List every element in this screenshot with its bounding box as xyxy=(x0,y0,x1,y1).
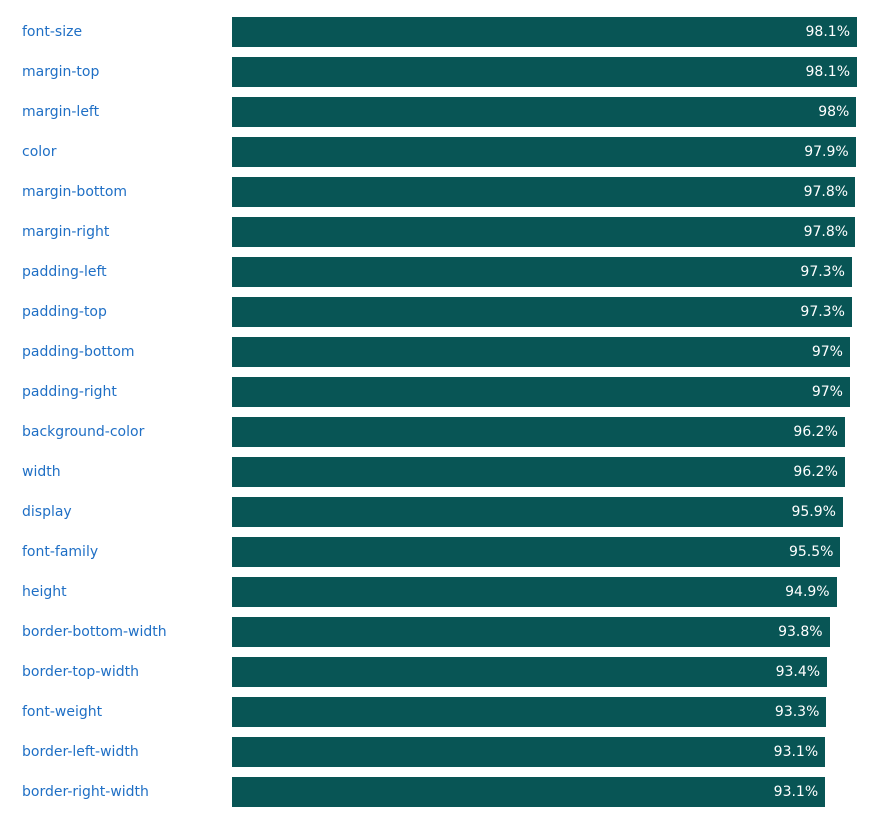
category-label[interactable]: border-bottom-width xyxy=(22,624,167,640)
bar: 97.8% xyxy=(232,217,856,247)
data-label: 98.1% xyxy=(805,64,850,80)
category-label[interactable]: width xyxy=(22,464,61,480)
data-label: 98% xyxy=(818,104,850,120)
category-label[interactable]: background-color xyxy=(22,424,145,440)
data-label: 95.5% xyxy=(788,544,834,560)
category-label[interactable]: margin-bottom xyxy=(22,184,128,200)
bar-row: margin-bottom 97.8% xyxy=(0,177,879,207)
bar-row: font-family 95.5% xyxy=(0,537,879,567)
bar-row: margin-left 98% xyxy=(0,97,879,127)
data-label: 97% xyxy=(811,384,843,400)
data-label: 97.8% xyxy=(803,224,849,240)
bar: 93.3% xyxy=(232,697,827,727)
category-label[interactable]: margin-left xyxy=(22,104,100,120)
bar-row: color 97.9% xyxy=(0,137,879,167)
category-label[interactable]: border-left-width xyxy=(22,744,139,760)
data-label: 98.1% xyxy=(805,24,850,40)
bar: 97% xyxy=(232,337,850,367)
data-label: 95.9% xyxy=(791,504,836,520)
data-label: 97.9% xyxy=(804,144,849,160)
data-label: 97.8% xyxy=(803,184,849,200)
bar-row: margin-right 97.8% xyxy=(0,217,879,247)
bar: 97.8% xyxy=(232,177,856,207)
bar: 93.1% xyxy=(232,777,826,807)
bar: 94.9% xyxy=(232,577,837,607)
category-label[interactable]: margin-right xyxy=(22,224,110,240)
bar: 98.1% xyxy=(232,17,857,47)
bar: 95.5% xyxy=(232,537,841,567)
bar-row: border-right-width 93.1% xyxy=(0,777,879,807)
bar-row: border-top-width 93.4% xyxy=(0,657,879,687)
bar: 97% xyxy=(232,377,850,407)
bar-row: margin-top 98.1% xyxy=(0,57,879,87)
data-label: 97.3% xyxy=(800,304,845,320)
bar-row: font-weight 93.3% xyxy=(0,697,879,727)
category-label[interactable]: border-top-width xyxy=(22,664,139,680)
bar: 96.2% xyxy=(232,417,845,447)
bar: 96.2% xyxy=(232,457,845,487)
bar-row: padding-left 97.3% xyxy=(0,257,879,287)
bar: 98% xyxy=(232,97,857,127)
bar-row: padding-right 97% xyxy=(0,377,879,407)
bar-row: height 94.9% xyxy=(0,577,879,607)
bar: 93.8% xyxy=(232,617,830,647)
bar: 93.4% xyxy=(232,657,828,687)
data-label: 94.9% xyxy=(785,584,830,600)
category-label[interactable]: padding-bottom xyxy=(22,344,135,360)
bar: 97.3% xyxy=(232,257,852,287)
data-label: 93.4% xyxy=(775,664,821,680)
bar-row: width 96.2% xyxy=(0,457,879,487)
data-label: 97% xyxy=(811,344,843,360)
bar: 93.1% xyxy=(232,737,826,767)
category-label[interactable]: padding-left xyxy=(22,264,107,280)
category-label[interactable]: font-family xyxy=(22,544,99,560)
category-label[interactable]: margin-top xyxy=(22,64,100,80)
bar-row: background-color 96.2% xyxy=(0,417,879,447)
bar-row: border-bottom-width 93.8% xyxy=(0,617,879,647)
bar-row: font-size 98.1% xyxy=(0,17,879,47)
category-label[interactable]: height xyxy=(22,584,67,600)
data-label: 93.1% xyxy=(773,784,819,800)
data-label: 93.8% xyxy=(778,624,823,640)
bar: 98.1% xyxy=(232,57,857,87)
category-label[interactable]: padding-right xyxy=(22,384,117,400)
data-label: 93.1% xyxy=(773,744,819,760)
bar-row: border-left-width 93.1% xyxy=(0,737,879,767)
category-label[interactable]: color xyxy=(22,144,57,160)
bar-row: padding-top 97.3% xyxy=(0,297,879,327)
category-label[interactable]: border-right-width xyxy=(22,784,149,800)
category-label[interactable]: display xyxy=(22,504,72,520)
category-label[interactable]: font-size xyxy=(22,24,83,40)
bar: 95.9% xyxy=(232,497,843,527)
bar-row: padding-bottom 97% xyxy=(0,337,879,367)
data-label: 96.2% xyxy=(793,424,838,440)
category-label[interactable]: font-weight xyxy=(22,704,103,720)
data-label: 93.3% xyxy=(774,704,820,720)
bar: 97.9% xyxy=(232,137,856,167)
category-label[interactable]: padding-top xyxy=(22,304,107,320)
data-label: 96.2% xyxy=(793,464,838,480)
bar: 97.3% xyxy=(232,297,852,327)
data-label: 97.3% xyxy=(800,264,845,280)
bar-row: display 95.9% xyxy=(0,497,879,527)
